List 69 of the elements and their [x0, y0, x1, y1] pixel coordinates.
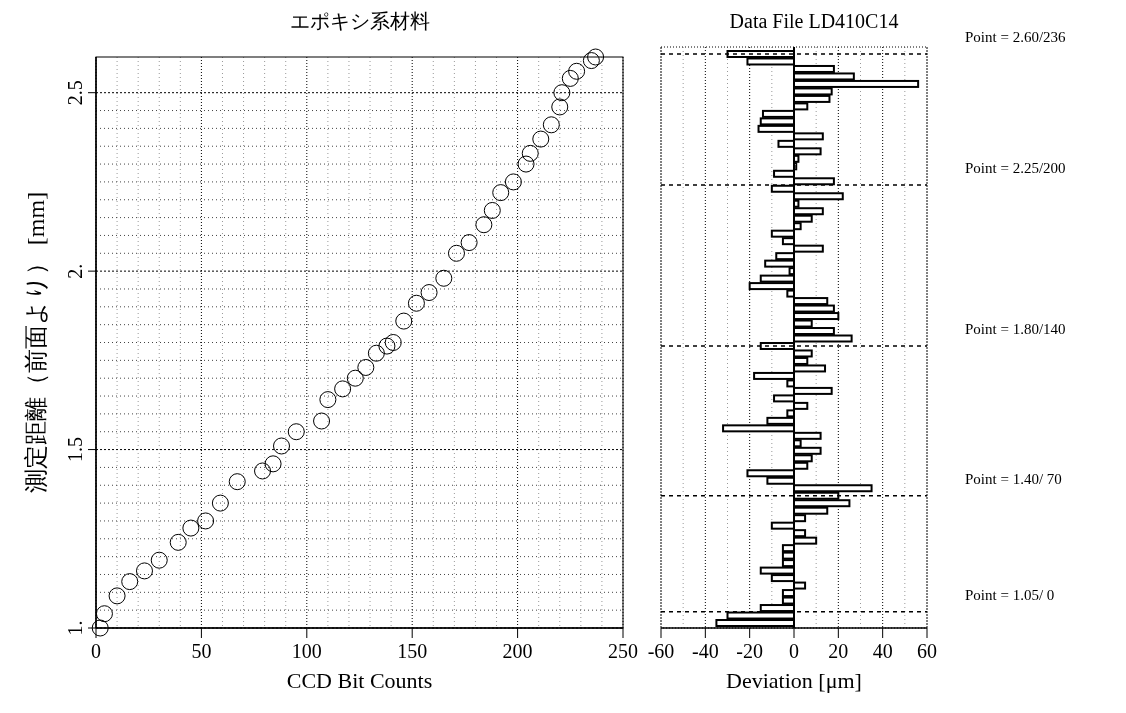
point: [420, 284, 438, 302]
x-tick-label: 0: [91, 640, 101, 662]
point: [108, 587, 126, 605]
text: Point = 2.60/236: [965, 28, 1067, 45]
text: Point = 2.25/200: [965, 160, 1066, 177]
point: [150, 551, 168, 569]
point: [135, 562, 153, 580]
x-axis-title: Deviation [μm]: [726, 668, 862, 693]
point: [517, 155, 535, 173]
point: [169, 533, 187, 551]
point: [504, 173, 522, 191]
point: [367, 344, 385, 362]
point: [460, 234, 478, 252]
text: Point = 1.40/ 70: [965, 470, 1062, 487]
y-tick-label: 2.5: [64, 80, 86, 106]
point: [228, 473, 246, 491]
x-tick-label: 40: [872, 640, 893, 662]
point: [587, 48, 605, 66]
x-tick-label: 100: [291, 640, 322, 662]
point: [521, 144, 539, 162]
point: [475, 216, 493, 234]
point: [542, 116, 560, 134]
point: [395, 312, 413, 330]
point: [313, 412, 331, 430]
x-tick-label: -40: [692, 640, 719, 662]
point: [264, 455, 282, 473]
point: [447, 244, 465, 262]
x-tick-label: 150: [397, 640, 428, 662]
point: [197, 512, 215, 530]
point: [378, 337, 396, 355]
x-tick-label: -20: [736, 640, 763, 662]
point: [492, 184, 510, 202]
y-tick-label: 1.: [64, 620, 86, 636]
point: [407, 294, 425, 312]
text: Point = 1.80/140: [965, 320, 1066, 337]
point: [334, 380, 352, 398]
x-tick-label: 50: [191, 640, 212, 662]
point: [346, 369, 364, 387]
point: [182, 519, 200, 537]
point: [435, 269, 453, 287]
x-tick-label: 250: [608, 640, 638, 662]
point: [553, 84, 571, 102]
point: [287, 423, 305, 441]
text: Point = 1.05/ 0: [965, 586, 1055, 603]
point: [254, 462, 272, 480]
point: [568, 62, 586, 80]
x-tick-label: 200: [502, 640, 533, 662]
point: [551, 98, 569, 116]
point: [532, 130, 550, 148]
x-tick-label: 20: [828, 640, 849, 662]
point: [483, 201, 501, 219]
x-tick-label: -60: [647, 640, 675, 662]
chart-title: Data File LD410C14: [729, 10, 899, 32]
point: [582, 52, 600, 70]
point: [121, 573, 139, 591]
chart-title: エポキシ系材料: [289, 10, 430, 32]
y-axis-title: 測定距離（前面より） [mm]: [23, 191, 49, 494]
point: [561, 69, 579, 87]
point: [384, 334, 402, 351]
x-axis-title: CCD Bit Counts: [286, 668, 433, 693]
point: [357, 358, 375, 376]
point: [95, 605, 113, 623]
x-tick-label: 60: [917, 640, 937, 662]
point: [319, 391, 337, 409]
y-tick-label: 1.5: [64, 437, 86, 463]
x-tick-label: 0: [789, 640, 799, 662]
y-tick-label: 2.: [64, 263, 86, 279]
point: [211, 494, 229, 512]
point: [273, 437, 290, 455]
